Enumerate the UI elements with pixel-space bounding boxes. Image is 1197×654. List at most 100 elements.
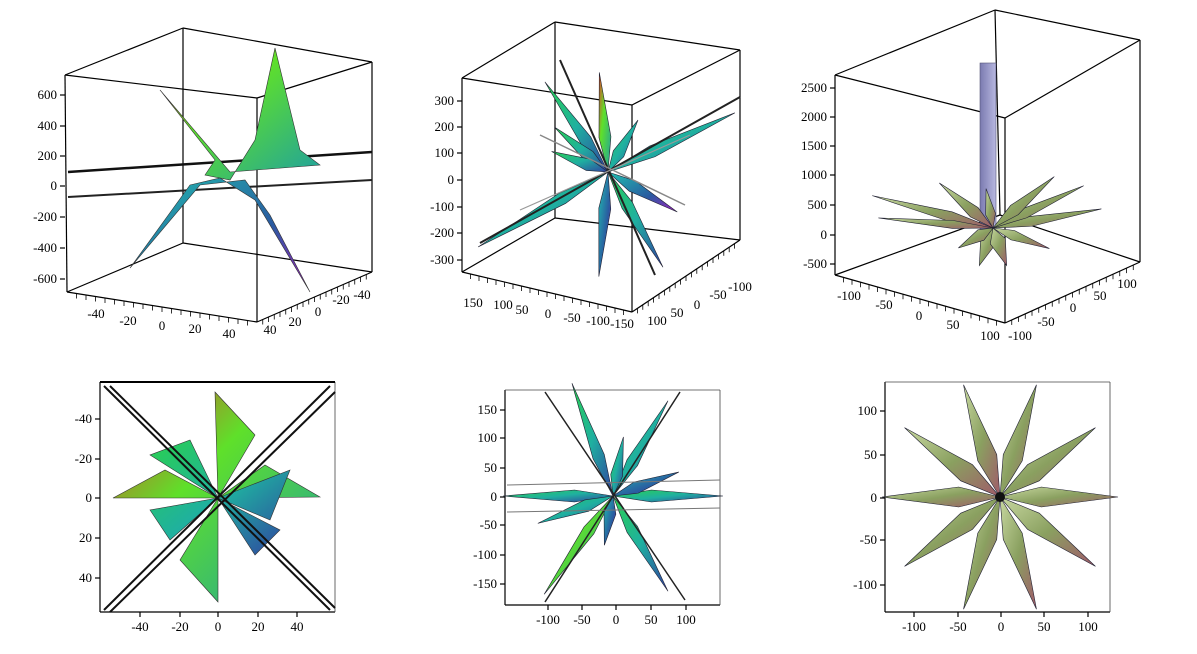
x-tick-label: -20	[171, 619, 188, 634]
y-tick-label: 0	[871, 490, 878, 505]
surface-upper	[159, 47, 321, 181]
surface-edge	[103, 385, 331, 611]
z-tick-label: -200	[430, 225, 454, 240]
x-tick-label: -40	[87, 306, 104, 321]
y-tick-label: 0	[1070, 300, 1077, 315]
y-tick-label: -50	[709, 287, 726, 302]
surface-spike	[999, 427, 1096, 498]
z-tick-label: 1500	[801, 138, 827, 153]
x-tick-label: 100	[493, 297, 513, 312]
bounding-box-edge	[461, 77, 633, 106]
y-tick-label: 100	[647, 313, 667, 328]
z-tick-label: 1000	[801, 167, 827, 182]
x-tick-label: 0	[998, 619, 1005, 634]
z-tick-label: -300	[430, 252, 454, 267]
y-tick-label: -100	[1008, 328, 1032, 343]
bounding-box-edge	[834, 9, 996, 76]
bounding-box-edge	[461, 217, 556, 273]
x-tick-label: 0	[545, 306, 552, 321]
surface-spike	[904, 427, 1001, 498]
x-tick-label: 50	[645, 612, 658, 627]
y-tick-label: -20	[332, 292, 349, 307]
surface-spike	[881, 486, 1001, 508]
surface-spike	[958, 227, 994, 249]
y-tick-label: 100	[1117, 276, 1137, 291]
x-tick-label: 0	[916, 308, 923, 323]
surface-spike	[477, 171, 609, 248]
surface-spike	[939, 182, 994, 229]
bounding-box-edge	[834, 74, 1006, 119]
plot-top-1: -40 -20 0 20 40 -40 -20 0 20 40	[75, 381, 336, 634]
x-tick-label: -50	[875, 297, 892, 312]
y-tick-label: -150	[473, 576, 497, 591]
y-tick-label: 100	[858, 403, 878, 418]
y-tick-label: 20	[79, 530, 92, 545]
z-tick-label: 0	[448, 172, 455, 187]
y-tick-label: 50	[484, 460, 497, 475]
z-tick-label: 100	[435, 145, 455, 160]
surface-spike	[607, 171, 664, 268]
surface-lower	[129, 177, 311, 293]
surface-spike	[963, 496, 1001, 610]
y-tick-label: -50	[480, 517, 497, 532]
y-tick-label: -100	[728, 279, 752, 294]
x-tick-label: 50	[1038, 619, 1051, 634]
x-tick-label: 0	[215, 619, 222, 634]
surface-spike	[598, 72, 612, 173]
y-tick-label: 40	[264, 322, 277, 337]
surface-edge	[109, 391, 336, 613]
surface-spike	[999, 486, 1119, 508]
z-tick-label: -100	[430, 199, 454, 214]
y-tick-label: 100	[478, 430, 498, 445]
x-tick-label: 40	[223, 326, 236, 341]
surface-spike	[607, 119, 639, 173]
x-tick-label: 100	[1078, 619, 1098, 634]
z-tick-label: 2000	[801, 109, 827, 124]
surface-spike	[537, 495, 614, 524]
x-tick-label: -150	[610, 316, 634, 331]
x-tick-label: 20	[189, 321, 202, 336]
surface-edge	[519, 134, 691, 211]
surface-spike	[985, 188, 996, 229]
surface-spike	[992, 176, 1055, 229]
z-tick-label: 0	[51, 178, 58, 193]
z-tick-label: -500	[803, 256, 827, 271]
y-tick-label: -100	[473, 547, 497, 562]
x-tick-label: 20	[252, 619, 265, 634]
x-tick-label: 50	[516, 302, 529, 317]
surface-edge	[544, 391, 686, 601]
y-tick-label: 50	[864, 447, 877, 462]
bounding-box-edge	[182, 27, 373, 63]
y-tick-label: -40	[75, 411, 92, 426]
surface-edge	[506, 507, 721, 513]
surface-spike	[999, 496, 1096, 567]
surface-spike	[607, 171, 678, 213]
x-tick-label: -100	[837, 288, 861, 303]
bounding-box-edge	[64, 27, 184, 76]
z-tick-label: -200	[33, 209, 57, 224]
x-tick-label: -50	[573, 612, 590, 627]
surface-edge	[109, 385, 336, 609]
z-tick-label: -600	[33, 271, 57, 286]
y-tick-label: 0	[86, 490, 93, 505]
x-tick-label: 0	[613, 612, 620, 627]
y-tick-label: 50	[671, 305, 684, 320]
bounding-box-edge	[994, 9, 1001, 216]
x-tick-label: -100	[902, 619, 926, 634]
y-tick-label: -50	[1037, 314, 1054, 329]
y-tick-label: 0	[491, 489, 498, 504]
z-tick-label: 200	[435, 119, 455, 134]
surface-spike	[551, 151, 610, 173]
y-tick-label: 20	[289, 314, 302, 329]
x-tick-label: -50	[949, 619, 966, 634]
surface-lobes	[149, 439, 291, 556]
z-tick-label: 500	[808, 197, 828, 212]
z-tick-label: 600	[38, 87, 58, 102]
y-tick-label: -20	[75, 451, 92, 466]
y-tick-label: -100	[853, 577, 877, 592]
z-tick-label: -400	[33, 240, 57, 255]
plot-top-2: 150 100 50 0 -50 -100 -150 -100 -50 0 50 100	[473, 383, 724, 627]
